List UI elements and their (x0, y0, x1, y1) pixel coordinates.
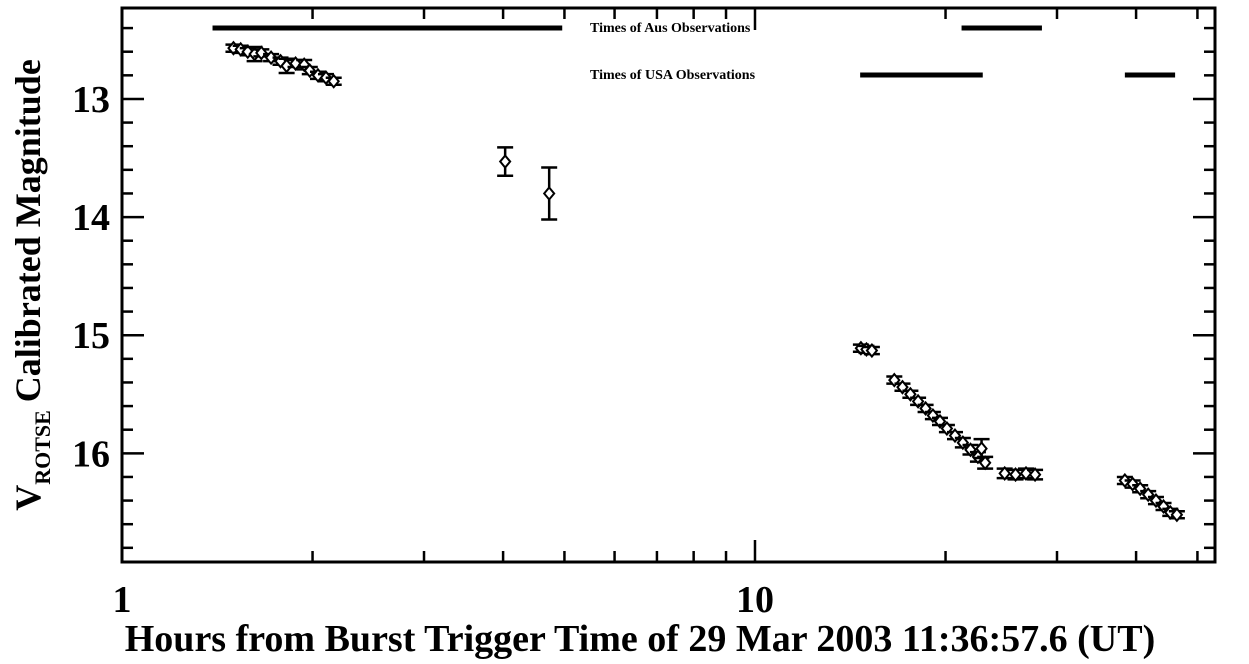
data-point (948, 428, 962, 444)
data-point (289, 55, 302, 72)
data-point (255, 45, 268, 61)
data-point (542, 185, 556, 202)
data-point (498, 153, 512, 170)
data-point (1170, 507, 1184, 523)
data-point (303, 63, 317, 79)
data-point (998, 465, 1011, 481)
data-point (978, 455, 992, 471)
data-point (1149, 493, 1163, 509)
y-tick-label: 16 (72, 433, 110, 475)
data-point (1028, 467, 1042, 483)
data-point (1141, 487, 1155, 503)
y-label-sub: ROTSE (30, 410, 55, 485)
annotation-text: Times of Aus Observations (590, 21, 751, 36)
data-point (1009, 467, 1022, 483)
y-label-main: V (8, 485, 48, 511)
data-point (865, 342, 879, 359)
data-point (926, 407, 940, 424)
annotation-text: Times of USA Observations (590, 68, 756, 83)
data-point (327, 73, 341, 89)
y-axis-label: VROTSE Calibrated Magnitude (8, 59, 55, 511)
y-tick-label: 15 (72, 315, 110, 357)
data-point (264, 50, 278, 66)
data-point (964, 442, 977, 458)
x-tick-label: 1 (113, 579, 132, 621)
data-point (241, 44, 255, 60)
y-tick-label: 13 (72, 79, 110, 121)
y-label-rest: Calibrated Magnitude (8, 59, 48, 402)
data-point (975, 441, 988, 457)
y-tick-label: 14 (72, 197, 110, 239)
plot-frame (120, 6, 1217, 564)
x-tick-label: 10 (736, 579, 774, 621)
x-axis-label: Hours from Burst Trigger Time of 29 Mar … (125, 618, 1156, 660)
